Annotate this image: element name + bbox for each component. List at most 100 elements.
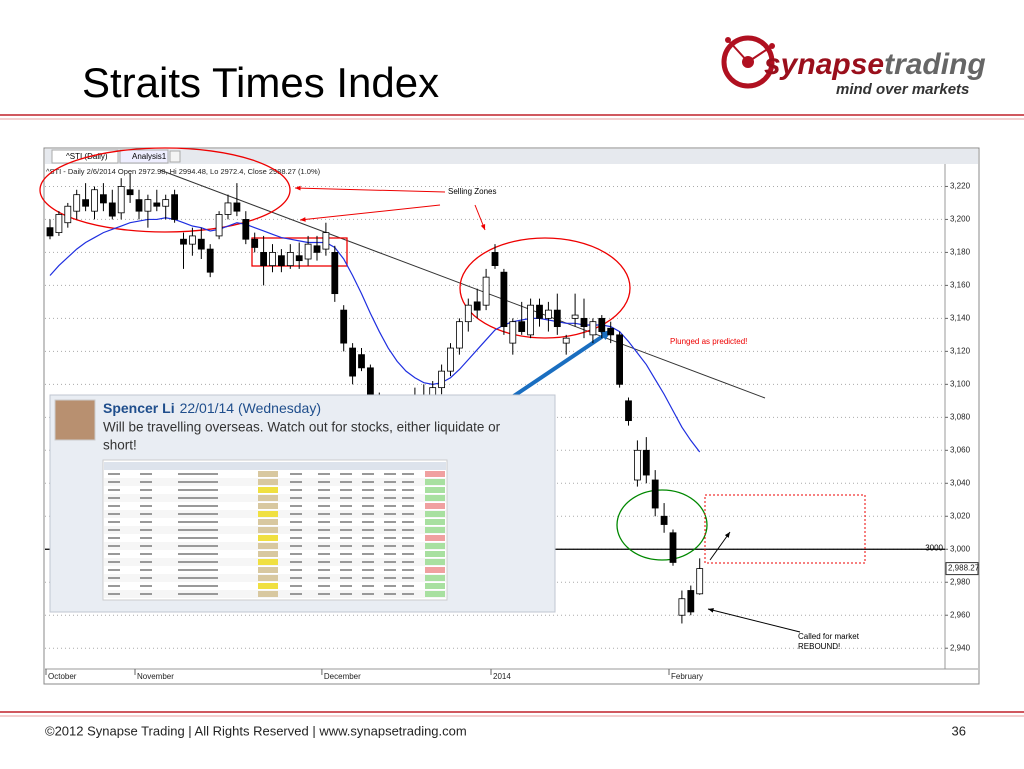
table-text <box>340 577 352 579</box>
y-tick-label: 3,120 <box>950 346 971 355</box>
table-text <box>140 497 152 499</box>
table-text <box>108 521 120 523</box>
table-text <box>140 537 152 539</box>
candle-body <box>180 238 187 245</box>
candle-body <box>304 243 312 260</box>
table-cell <box>258 487 278 493</box>
table-text <box>318 505 330 507</box>
table-text <box>178 593 218 595</box>
y-tick-label: 3,200 <box>950 215 971 224</box>
table-text <box>318 593 330 595</box>
trend-line <box>159 169 766 399</box>
arrow-head <box>300 217 306 222</box>
candle-body <box>455 321 463 349</box>
table-cell <box>425 591 445 597</box>
table-text <box>384 505 396 507</box>
arrow-head <box>295 185 301 191</box>
table-text <box>384 537 396 539</box>
candle-body <box>197 238 205 250</box>
table-text <box>178 473 218 475</box>
table-cell <box>425 487 445 493</box>
candle-body <box>509 321 517 344</box>
table-text <box>340 569 352 571</box>
candle-body <box>188 235 196 245</box>
table-text <box>108 585 120 587</box>
logo-tagline: mind over markets <box>836 81 969 98</box>
table-text <box>140 561 152 563</box>
table-cell <box>258 583 278 589</box>
candle-body <box>527 304 534 336</box>
logo-part: trading <box>884 48 986 81</box>
table-text <box>402 593 414 595</box>
table-text <box>362 577 374 579</box>
table-text <box>402 553 414 555</box>
candle-body <box>545 309 552 319</box>
table-text <box>178 481 218 483</box>
y-tick-label: 3,220 <box>950 182 971 191</box>
candle-body <box>322 232 330 250</box>
table-text <box>178 497 218 499</box>
tab[interactable] <box>119 149 169 164</box>
candle-body <box>260 252 268 266</box>
table-text <box>362 481 374 483</box>
table-text <box>318 545 330 547</box>
candle-body <box>598 317 606 332</box>
candle-body <box>447 347 454 372</box>
table-text <box>362 553 374 555</box>
chart-info: ^STI - Daily 2/6/2014 Open 2972.98, Hi 2… <box>46 167 321 176</box>
candle-body <box>144 199 152 212</box>
y-tick-label: 3,020 <box>950 511 971 520</box>
annotation: Selling Zones <box>448 187 496 196</box>
table-text <box>402 473 414 475</box>
add-tab[interactable] <box>169 150 181 163</box>
table-text <box>140 545 152 547</box>
table-text <box>384 513 396 515</box>
table-text <box>108 545 120 547</box>
last-price-label: 2,988.27 <box>948 564 980 573</box>
candle-body <box>233 202 241 212</box>
price-axis <box>946 164 978 669</box>
candle-body <box>224 202 232 215</box>
table-text <box>140 593 152 595</box>
candle-body <box>553 309 561 328</box>
comment-line: Will be travelling overseas. Watch out f… <box>103 420 501 435</box>
table-text <box>318 553 330 555</box>
arrow-head <box>724 532 730 538</box>
candle-body <box>153 202 161 207</box>
candle-body <box>108 202 116 217</box>
candle-body <box>286 252 294 266</box>
candle-body <box>625 400 632 422</box>
annotation: Plunged as predicted! <box>670 337 747 346</box>
table-text <box>340 513 352 515</box>
table-text <box>290 537 302 539</box>
candle-body <box>126 189 134 196</box>
table-text <box>384 585 396 587</box>
table-text <box>402 577 414 579</box>
target-zone <box>704 494 866 564</box>
annotation: REBOUND! <box>798 642 840 651</box>
table-text <box>362 505 374 507</box>
candle-body <box>117 186 125 214</box>
table-text <box>290 577 302 579</box>
table-text <box>402 529 414 531</box>
candle-body <box>464 304 472 323</box>
tab-label: Analysis1 <box>132 152 167 161</box>
table-text <box>140 505 152 507</box>
candle-body <box>331 252 339 295</box>
table-text <box>384 593 396 595</box>
candle-body <box>616 334 623 385</box>
candle-body <box>295 255 303 262</box>
table-cell <box>258 511 278 517</box>
table-text <box>384 521 396 523</box>
attached-table <box>102 459 448 601</box>
table-text <box>108 553 120 555</box>
table-text <box>402 497 414 499</box>
table-text <box>362 569 374 571</box>
candle-body <box>634 449 641 481</box>
table-text <box>178 569 218 571</box>
y-tick-label: 3,060 <box>950 445 971 454</box>
table-text <box>362 489 374 491</box>
table-text <box>362 593 374 595</box>
last-price-box <box>945 562 979 576</box>
table-cell <box>258 527 278 533</box>
